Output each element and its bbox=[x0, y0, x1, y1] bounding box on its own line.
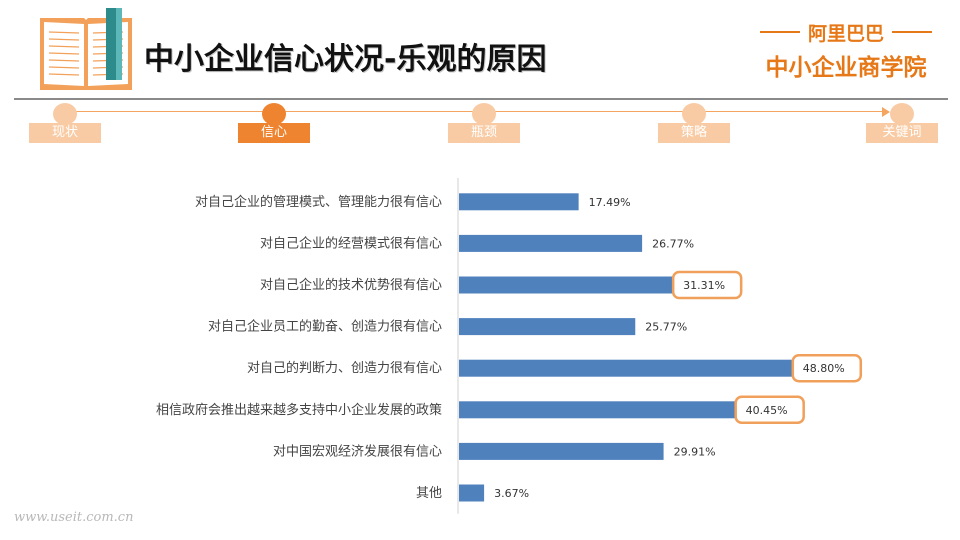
nav-step-label: 信心 bbox=[238, 123, 310, 143]
nav-step-label: 关键词 bbox=[866, 123, 938, 143]
brand-line-right bbox=[892, 31, 932, 33]
nav-step-label: 策略 bbox=[658, 123, 730, 143]
nav-step-label: 现状 bbox=[29, 123, 101, 143]
bar bbox=[459, 276, 674, 294]
highlight-box bbox=[671, 270, 743, 300]
value-label: 48.80% bbox=[803, 362, 845, 375]
nav-step-status[interactable]: 现状 bbox=[29, 101, 101, 145]
value-label: 25.77% bbox=[645, 321, 687, 334]
nav-dot bbox=[53, 103, 77, 125]
nav-dot bbox=[262, 103, 286, 125]
category-label: 对自己企业的经营模式很有信心 bbox=[260, 235, 442, 251]
book-icon bbox=[40, 8, 132, 90]
nav-step-strategy[interactable]: 策略 bbox=[658, 101, 730, 145]
nav-dot bbox=[472, 103, 496, 125]
bar bbox=[459, 318, 636, 336]
nav-step-confidence[interactable]: 信心 bbox=[238, 101, 310, 145]
value-label: 26.77% bbox=[652, 237, 694, 250]
category-label: 对中国宏观经济发展很有信心 bbox=[273, 443, 442, 459]
bar bbox=[459, 401, 736, 419]
nav-step-label: 瓶颈 bbox=[448, 123, 520, 143]
bar bbox=[459, 484, 485, 502]
bar bbox=[459, 442, 664, 460]
category-label: 相信政府会推出越来越多支持中小企业发展的政策 bbox=[156, 402, 442, 418]
value-label: 40.45% bbox=[746, 404, 788, 417]
bar-chart: 对自己企业的管理模式、管理能力很有信心 17.49% 对自己企业的经营模式很有信心 2… bbox=[156, 178, 863, 514]
bar bbox=[459, 359, 793, 377]
watermark: www.useit.com.cn bbox=[14, 510, 134, 525]
value-label: 31.31% bbox=[683, 279, 725, 292]
brand-line-left bbox=[759, 31, 800, 33]
bar bbox=[459, 193, 579, 211]
nav-dot bbox=[890, 103, 914, 125]
nav-dot bbox=[682, 103, 706, 125]
highlight-box bbox=[734, 395, 805, 425]
value-label: 3.67% bbox=[494, 487, 529, 500]
category-label: 对自己企业的管理模式、管理能力很有信心 bbox=[195, 194, 442, 210]
nav-arrow-icon bbox=[882, 107, 890, 117]
value-label: 17.49% bbox=[589, 196, 631, 209]
header-divider bbox=[14, 98, 948, 100]
category-label: 对自己的判断力、创造力很有信心 bbox=[247, 360, 442, 376]
brand-name: 阿里巴巴 bbox=[807, 22, 884, 45]
category-label: 其他 bbox=[416, 486, 442, 501]
nav-step-bottleneck[interactable]: 瓶颈 bbox=[448, 101, 520, 145]
highlight-box bbox=[791, 353, 863, 383]
category-label: 对自己企业员工的勤奋、创造力很有信心 bbox=[208, 319, 442, 335]
brand-subtitle: 中小企业商学院 bbox=[765, 55, 927, 81]
page-title: 中小企业信心状况-乐观的原因 bbox=[144, 42, 547, 77]
category-label: 对自己企业的技术优势很有信心 bbox=[260, 277, 442, 293]
value-label: 29.91% bbox=[674, 445, 716, 458]
brand-logo: 阿里巴巴 中小企业商学院 bbox=[748, 20, 944, 81]
bar bbox=[459, 234, 643, 252]
nav-step-keywords[interactable]: 关键词 bbox=[866, 101, 938, 145]
